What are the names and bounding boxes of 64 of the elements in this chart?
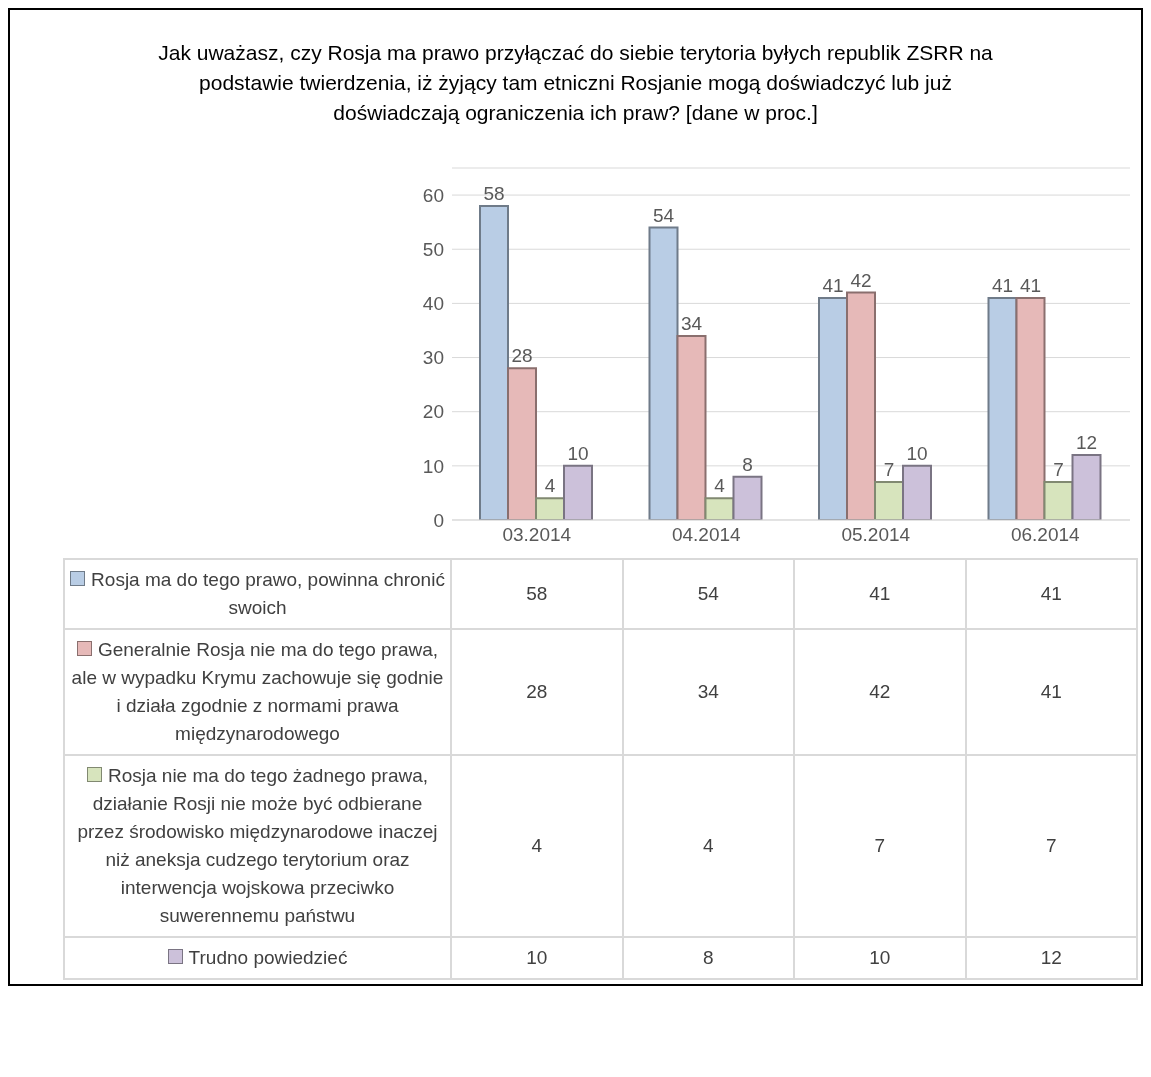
text: 41 [794, 559, 966, 629]
text: 8 [622, 937, 794, 979]
data-label: 58 [483, 182, 505, 204]
bar [818, 296, 848, 520]
text: 41 [965, 629, 1137, 755]
legend-label: Generalnie Rosja nie ma do tego prawa, ale w wypadku Krymu zachowuje się godnie i działa zgodnie z normami prawa międzynarodowego [64, 629, 451, 755]
data-label: 54 [652, 204, 675, 226]
data-label: 34 [680, 312, 703, 334]
y-tick-label: 30 [422, 347, 444, 369]
bar [846, 291, 876, 520]
bar [479, 204, 509, 520]
text: 10 [794, 937, 966, 979]
data-label: 10 [567, 442, 589, 464]
legend-label: Trudno powiedzieć [64, 937, 451, 979]
data-label: 28 [511, 345, 533, 367]
data-label: 10 [906, 442, 928, 464]
x-tick-label: 05.2014 [841, 524, 911, 546]
chart-title: Jak uważasz, czy Rosja ma prawo przyłączać do siebie terytoria byłych republik ZSRR na podstawie twierdzenia, iż żyjący tam etniczni Rosjanie mogą doświadczyć lub już doświadczają ograniczenia ich praw? [dane w proc.] [157, 40, 994, 126]
data-label: 8 [742, 453, 753, 475]
text: 41 [965, 559, 1137, 629]
bar [1043, 481, 1074, 520]
data-label: 12 [1075, 432, 1098, 454]
bar [1071, 454, 1102, 520]
y-tick-label: 40 [422, 293, 444, 315]
data-label: 4 [544, 475, 556, 497]
text: 58 [451, 559, 623, 629]
data-label: 41 [1019, 274, 1042, 296]
text: 4 [622, 755, 794, 937]
data-label: 42 [850, 269, 872, 291]
bar [648, 226, 679, 520]
data-label: 4 [714, 475, 726, 497]
y-tick-label: 60 [422, 184, 444, 206]
y-tick-label: 10 [422, 455, 444, 477]
bar [676, 334, 707, 520]
text: 12 [965, 937, 1137, 979]
bar [507, 367, 537, 520]
text: 34 [622, 629, 794, 755]
legend-label: Rosja nie ma do tego żadnego prawa, działanie Rosji nie może być odbierane przez środowisko międzynarodowe inaczej niż aneksja cudzego terytorium oraz interwencja wojskowa przeciwko suwerennemu państwu [64, 755, 451, 937]
y-tick-label: 0 [433, 509, 444, 531]
x-tick-label: 06.2014 [1010, 524, 1081, 546]
bar [987, 296, 1018, 520]
x-tick-label: 04.2014 [671, 524, 742, 546]
data-label: 7 [883, 459, 895, 481]
data-label: 41 [822, 274, 844, 296]
bar [1015, 296, 1046, 520]
text: 7 [965, 755, 1137, 937]
data-label: 41 [991, 274, 1014, 296]
text: 28 [451, 629, 623, 755]
bar [704, 497, 735, 520]
text: 4 [451, 755, 623, 937]
bar [732, 475, 763, 520]
y-tick-label: 50 [422, 238, 444, 260]
text: 42 [794, 629, 966, 755]
text: 54 [622, 559, 794, 629]
bar [902, 464, 932, 520]
bar [563, 464, 593, 520]
y-tick-label: 20 [422, 401, 444, 423]
bar [535, 497, 565, 520]
text: 10 [451, 937, 623, 979]
data-label: 7 [1053, 459, 1064, 481]
legend-label: Rosja ma do tego prawo, powinna chronić swoich [64, 559, 451, 629]
x-tick-label: 03.2014 [502, 524, 572, 546]
bar [874, 481, 904, 520]
text: 7 [794, 755, 966, 937]
